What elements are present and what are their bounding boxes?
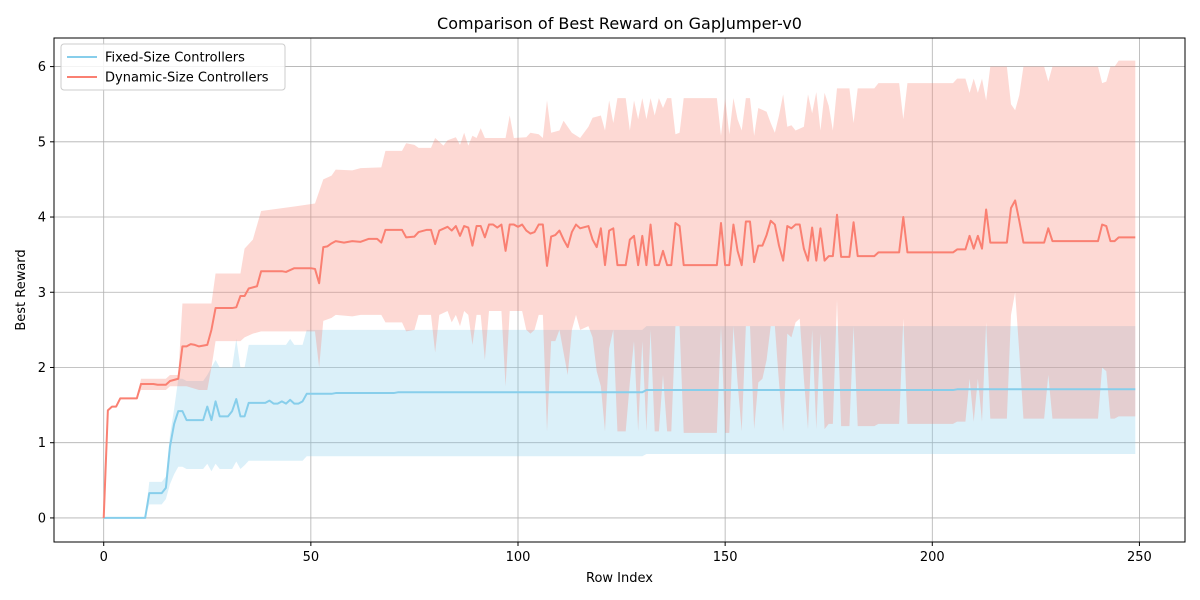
grid-lines bbox=[54, 38, 1185, 542]
x-tick-label: 0 bbox=[100, 550, 108, 565]
y-tick-label: 1 bbox=[38, 436, 46, 451]
y-axis-ticks: 0 1 2 3 4 5 6 bbox=[38, 60, 54, 526]
legend-label-fixed-size: Fixed-Size Controllers bbox=[105, 51, 245, 66]
x-tick-label: 100 bbox=[506, 550, 531, 565]
y-tick-label: 5 bbox=[38, 135, 46, 150]
series-lines bbox=[102, 199, 1136, 519]
plot-frame bbox=[53, 37, 1186, 543]
x-tick-label: 200 bbox=[920, 550, 945, 565]
y-tick-label: 0 bbox=[38, 511, 46, 526]
series-line-fixed-size bbox=[103, 388, 1136, 519]
y-tick-label: 6 bbox=[38, 60, 46, 75]
legend-label-dynamic-size: Dynamic-Size Controllers bbox=[105, 71, 269, 86]
y-tick-label: 4 bbox=[38, 211, 46, 226]
chart-title: Comparison of Best Reward on GapJumper-v… bbox=[437, 14, 802, 33]
x-tick-label: 150 bbox=[713, 550, 738, 565]
confidence-bands bbox=[103, 60, 1136, 518]
series-line-dynamic-size bbox=[102, 199, 1136, 518]
band-dynamic-size bbox=[103, 60, 1136, 518]
legend-box bbox=[60, 43, 286, 91]
y-tick-label: 3 bbox=[38, 286, 46, 301]
y-axis-label: Best Reward bbox=[14, 249, 29, 330]
band-fixed-size bbox=[103, 326, 1136, 518]
x-tick-label: 50 bbox=[303, 550, 320, 565]
legend: Fixed-Size Controllers Dynamic-Size Cont… bbox=[60, 43, 286, 91]
x-axis-ticks: 0 50 100 150 200 250 bbox=[100, 542, 1152, 565]
y-tick-label: 2 bbox=[38, 361, 46, 376]
x-tick-label: 250 bbox=[1127, 550, 1152, 565]
x-axis-label: Row Index bbox=[586, 571, 653, 586]
